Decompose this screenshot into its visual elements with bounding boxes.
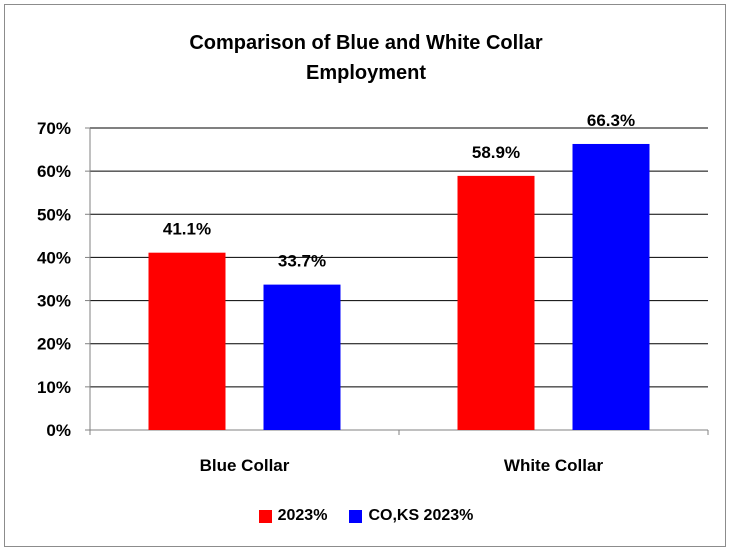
legend-swatch-series-1 (258, 509, 272, 523)
data-label: 66.3% (587, 111, 635, 130)
chart-title-line-2: Employment (305, 62, 427, 84)
legend-item-series-1: 2023% (258, 507, 328, 525)
x-category-label: Blue Collar (200, 456, 290, 475)
bar-2-1 (263, 284, 341, 430)
legend: 2023% CO,KS 2023% (0, 507, 732, 525)
y-tick-label: 0% (46, 421, 71, 440)
bar-1-1 (148, 252, 226, 430)
y-tick-label: 20% (37, 335, 71, 354)
y-tick-label: 70% (37, 119, 71, 138)
data-label: 41.1% (163, 220, 211, 239)
y-tick-label: 50% (37, 205, 71, 224)
data-label: 58.9% (472, 143, 520, 162)
data-label: 33.7% (278, 252, 326, 271)
legend-label-series-2: CO,KS 2023% (368, 507, 474, 524)
chart-title: Comparison of Blue and White Collar Empl… (0, 28, 732, 88)
x-category-label: White Collar (504, 456, 604, 475)
legend-label-series-1: 2023% (277, 507, 328, 524)
bar-1-2 (457, 175, 535, 430)
chart-title-line-1: Comparison of Blue and White Collar (189, 32, 543, 54)
legend-item-series-2: CO,KS 2023% (349, 507, 473, 525)
y-tick-label: 40% (37, 248, 71, 267)
y-tick-label: 10% (37, 378, 71, 397)
legend-swatch-series-2 (349, 509, 363, 523)
bar-2-2 (572, 143, 650, 430)
y-tick-label: 60% (37, 162, 71, 181)
y-tick-label: 30% (37, 292, 71, 311)
